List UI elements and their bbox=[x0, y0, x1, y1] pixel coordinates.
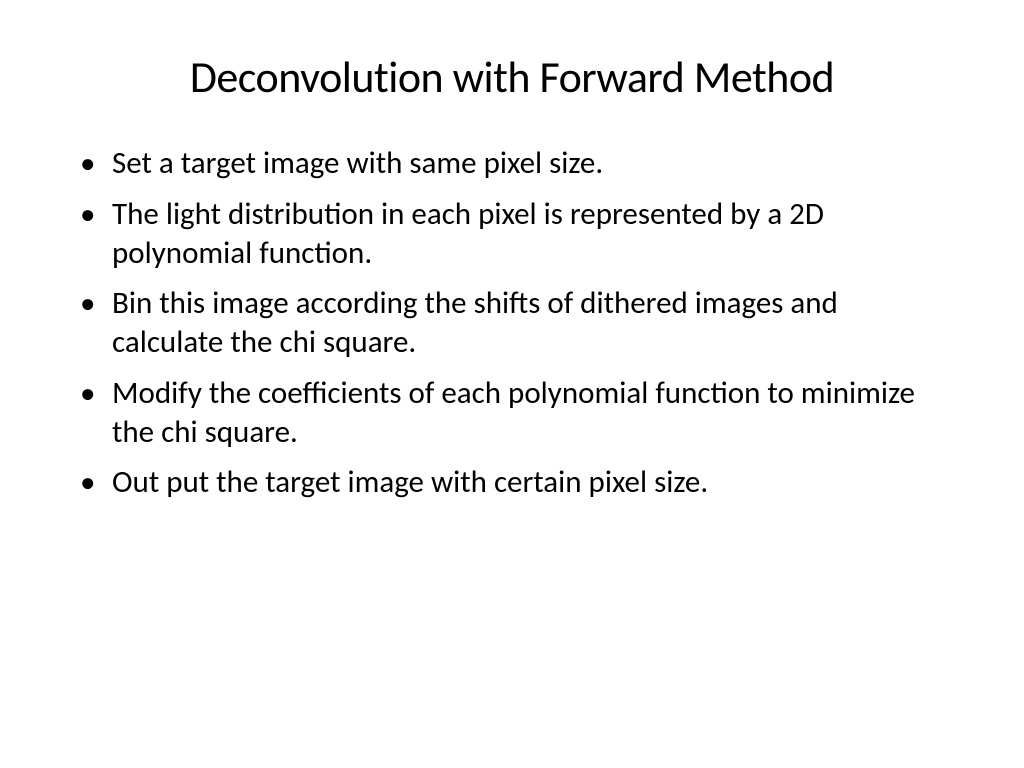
list-item: Set a target image with same pixel size. bbox=[70, 144, 954, 183]
list-item: The light distribution in each pixel is … bbox=[70, 195, 954, 273]
list-item: Modify the coefficients of each polynomi… bbox=[70, 374, 954, 452]
list-item: Out put the target image with certain pi… bbox=[70, 463, 954, 502]
list-item: Bin this image according the shifts of d… bbox=[70, 284, 954, 362]
slide-title: Deconvolution with Forward Method bbox=[70, 50, 954, 104]
bullet-list: Set a target image with same pixel size.… bbox=[70, 144, 954, 502]
